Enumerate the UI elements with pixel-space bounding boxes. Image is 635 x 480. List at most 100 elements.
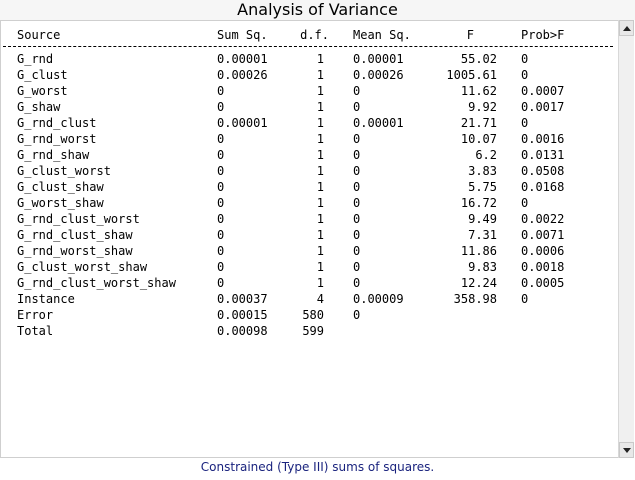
table-row: Instance 0.00037 4 0.00009 358.98 0 [1,291,618,307]
cell-sum-sq: 0 [217,180,225,194]
cell-sum-sq: 0 [217,164,225,178]
cell-df: 1 [316,52,324,66]
cell-df: 1 [316,116,324,130]
table-row: G_rnd_clust_worst_shaw 0 1 0 12.24 0.0005 [1,275,618,291]
cell-prob: 0.0168 [521,180,565,194]
cell-source: G_rnd_clust_worst_shaw [17,276,176,290]
cell-source: G_rnd_clust [17,116,97,130]
cell-prob: 0 [521,196,529,210]
header-sum-sq: Sum Sq. [217,28,268,42]
cell-f: 21.71 [460,116,497,130]
cell-source: G_rnd_worst_shaw [17,244,133,258]
cell-sum-sq: 0 [217,100,225,114]
cell-sum-sq: 0 [217,276,225,290]
arrow-up-icon [623,26,631,31]
cell-mean-sq: 0.00001 [353,116,404,130]
table-row: G_rnd_shaw 0 1 0 6.2 0.0131 [1,147,618,163]
cell-prob: 0.0016 [521,132,565,146]
cell-df: 1 [316,68,324,82]
cell-sum-sq: 0 [217,212,225,226]
cell-prob: 0.0005 [521,276,565,290]
cell-f: 11.86 [460,244,497,258]
cell-sum-sq: 0.00026 [217,68,268,82]
cell-sum-sq: 0 [217,260,225,274]
cell-df: 1 [316,164,324,178]
cell-mean-sq: 0 [353,180,361,194]
cell-sum-sq: 0 [217,196,225,210]
cell-f: 6.2 [475,148,497,162]
cell-f: 9.49 [468,212,497,226]
cell-f: 9.92 [468,100,497,114]
table-row: G_clust_worst_shaw 0 1 0 9.83 0.0018 [1,259,618,275]
cell-df: 1 [316,276,324,290]
cell-f: 11.62 [460,84,497,98]
scroll-up-button[interactable] [619,20,634,36]
header-divider [3,43,613,51]
vertical-scrollbar[interactable] [618,20,634,458]
cell-f: 10.07 [460,132,497,146]
table-row: G_rnd_worst 0 1 0 10.07 0.0016 [1,131,618,147]
cell-source: G_worst_shaw [17,196,104,210]
table-row: Total 0.00098 599 [1,323,618,339]
cell-source: G_rnd_shaw [17,148,90,162]
cell-sum-sq: 0.00001 [217,116,268,130]
header-df: d.f. [300,28,329,42]
cell-prob: 0.0071 [521,228,565,242]
cell-prob: 0.0022 [521,212,565,226]
table-row: G_shaw 0 1 0 9.92 0.0017 [1,99,618,115]
cell-df: 1 [316,228,324,242]
cell-mean-sq: 0 [353,276,361,290]
cell-prob: 0.0508 [521,164,565,178]
cell-prob: 0.0006 [521,244,565,258]
cell-df: 1 [316,196,324,210]
scroll-down-button[interactable] [619,442,634,458]
table-row: G_worst 0 1 0 11.62 0.0007 [1,83,618,99]
table-row: Error 0.00015 580 0 [1,307,618,323]
cell-mean-sq: 0 [353,100,361,114]
cell-f: 5.75 [468,180,497,194]
cell-source: G_worst [17,84,68,98]
cell-mean-sq: 0.00009 [353,292,404,306]
cell-source: G_rnd [17,52,54,66]
header-mean-sq: Mean Sq. [353,28,411,42]
cell-df: 599 [302,324,324,338]
cell-sum-sq: 0 [217,228,225,242]
table-header: Source Sum Sq. d.f. Mean Sq. F Prob>F [1,27,618,43]
cell-mean-sq: 0 [353,212,361,226]
window-title: Analysis of Variance [0,0,635,20]
header-prob: Prob>F [521,28,565,42]
header-source: Source [17,28,61,42]
cell-sum-sq: 0 [217,148,225,162]
cell-source: G_clust [17,68,68,82]
cell-mean-sq: 0.00001 [353,52,404,66]
cell-df: 1 [316,212,324,226]
cell-f: 55.02 [460,52,497,66]
cell-mean-sq: 0 [353,164,361,178]
table-row: G_rnd_clust_shaw 0 1 0 7.31 0.0071 [1,227,618,243]
anova-results-panel[interactable]: Source Sum Sq. d.f. Mean Sq. F Prob>F G_… [0,20,618,458]
footer-note: Constrained (Type III) sums of squares. [200,460,435,474]
table-row: G_rnd_clust 0.00001 1 0.00001 21.71 0 [1,115,618,131]
cell-mean-sq: 0 [353,228,361,242]
cell-prob: 0 [521,116,529,130]
cell-mean-sq: 0 [353,308,361,322]
cell-df: 1 [316,180,324,194]
cell-f: 16.72 [460,196,497,210]
table-row: G_rnd_clust_worst 0 1 0 9.49 0.0022 [1,211,618,227]
cell-mean-sq: 0 [353,148,361,162]
cell-mean-sq: 0 [353,260,361,274]
cell-f: 9.83 [468,260,497,274]
cell-source: G_rnd_clust_shaw [17,228,133,242]
cell-mean-sq: 0 [353,244,361,258]
cell-f: 12.24 [460,276,497,290]
cell-df: 1 [316,132,324,146]
cell-source: G_shaw [17,100,61,114]
cell-source: Total [17,324,54,338]
table-row: G_worst_shaw 0 1 0 16.72 0 [1,195,618,211]
cell-sum-sq: 0 [217,84,225,98]
cell-df: 1 [316,84,324,98]
cell-prob: 0.0131 [521,148,565,162]
cell-prob: 0 [521,68,529,82]
cell-source: Instance [17,292,75,306]
